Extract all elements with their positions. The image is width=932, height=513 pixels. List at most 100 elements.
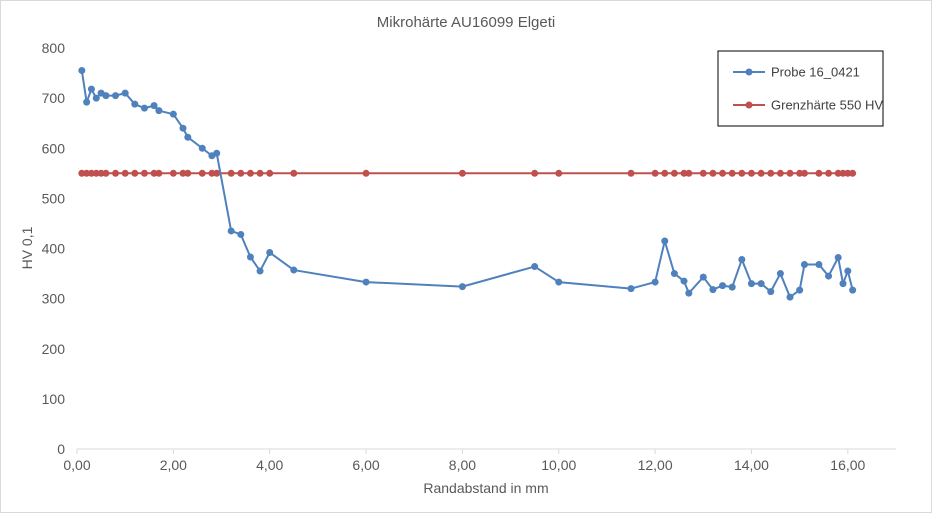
data-point-probe xyxy=(651,278,659,286)
data-point-grenzhaerte xyxy=(131,169,139,177)
data-point-grenzhaerte xyxy=(150,169,158,177)
data-point-probe xyxy=(767,288,775,296)
data-point-probe xyxy=(815,261,823,269)
legend-label-probe: Probe 16_0421 xyxy=(771,65,860,80)
data-point-probe xyxy=(184,133,192,141)
data-point-probe xyxy=(670,270,678,278)
data-point-grenzhaerte xyxy=(685,169,693,177)
data-point-probe xyxy=(83,98,91,106)
data-point-probe xyxy=(738,256,746,264)
y-tick-label: 700 xyxy=(42,90,66,106)
data-point-probe xyxy=(155,107,163,115)
y-tick-label: 300 xyxy=(42,291,66,307)
data-point-grenzhaerte xyxy=(87,169,95,177)
data-point-grenzhaerte xyxy=(198,169,206,177)
data-point-probe xyxy=(757,280,765,288)
data-point-probe xyxy=(680,277,688,285)
data-point-probe xyxy=(825,272,833,280)
data-point-probe xyxy=(140,104,148,112)
data-point-probe xyxy=(112,92,120,100)
data-point-probe xyxy=(150,102,158,110)
legend-item-probe: Probe 16_0421 xyxy=(733,65,860,80)
data-point-grenzhaerte xyxy=(102,169,110,177)
x-tick-label: 10,00 xyxy=(541,457,576,473)
data-point-grenzhaerte xyxy=(290,169,298,177)
data-point-grenzhaerte xyxy=(786,169,794,177)
data-point-probe xyxy=(237,230,245,238)
data-point-probe xyxy=(131,100,139,108)
data-point-grenzhaerte xyxy=(246,169,254,177)
data-point-grenzhaerte xyxy=(796,169,804,177)
x-tick-label: 6,00 xyxy=(352,457,379,473)
data-point-probe xyxy=(179,124,187,132)
data-point-grenzhaerte xyxy=(184,169,192,177)
data-point-grenzhaerte xyxy=(169,169,177,177)
data-point-grenzhaerte xyxy=(362,169,370,177)
data-point-grenzhaerte xyxy=(849,169,857,177)
data-point-grenzhaerte xyxy=(719,169,727,177)
data-point-probe xyxy=(531,263,539,271)
data-point-grenzhaerte xyxy=(776,169,784,177)
x-tick-label: 4,00 xyxy=(256,457,283,473)
data-point-grenzhaerte xyxy=(839,169,847,177)
data-point-grenzhaerte xyxy=(140,169,148,177)
y-tick-label: 500 xyxy=(42,190,66,206)
legend-label-grenzhaerte: Grenzhärte 550 HV xyxy=(771,98,883,113)
data-point-grenzhaerte xyxy=(747,169,755,177)
data-point-grenzhaerte xyxy=(699,169,707,177)
y-tick-label: 200 xyxy=(42,341,66,357)
data-point-probe xyxy=(661,237,669,245)
series-line-probe xyxy=(80,70,854,299)
legend: Probe 16_0421 Grenzhärte 550 HV xyxy=(717,50,884,127)
data-point-probe xyxy=(266,249,274,257)
x-tick-label: 14,00 xyxy=(734,457,769,473)
data-point-probe xyxy=(102,92,110,100)
data-point-probe xyxy=(92,94,100,102)
data-point-grenzhaerte xyxy=(709,169,717,177)
data-point-probe xyxy=(849,286,857,294)
data-point-probe xyxy=(87,85,95,93)
data-point-probe xyxy=(719,282,727,290)
data-point-grenzhaerte xyxy=(661,169,669,177)
data-point-grenzhaerte xyxy=(651,169,659,177)
data-point-probe xyxy=(169,110,177,118)
data-point-grenzhaerte xyxy=(213,169,221,177)
data-point-grenzhaerte xyxy=(680,169,688,177)
data-point-probe xyxy=(246,253,254,261)
data-point-grenzhaerte xyxy=(227,169,235,177)
data-point-probe xyxy=(839,280,847,288)
legend-item-grenzhaerte: Grenzhärte 550 HV xyxy=(733,98,883,113)
x-axis-title: Randabstand in mm xyxy=(423,480,548,496)
data-point-probe xyxy=(728,283,736,291)
data-point-grenzhaerte xyxy=(112,169,120,177)
data-point-grenzhaerte xyxy=(458,169,466,177)
data-point-grenzhaerte xyxy=(83,169,91,177)
data-point-grenzhaerte xyxy=(844,169,852,177)
data-point-grenzhaerte xyxy=(121,169,129,177)
data-point-probe xyxy=(844,267,852,275)
legend-marker-grenzhaerte xyxy=(745,101,753,109)
legend-box xyxy=(717,50,884,127)
data-point-grenzhaerte xyxy=(815,169,823,177)
x-tick-label: 8,00 xyxy=(449,457,476,473)
data-point-probe xyxy=(362,278,370,286)
data-point-grenzhaerte xyxy=(78,169,86,177)
data-point-probe xyxy=(800,261,808,269)
data-point-probe xyxy=(227,227,235,235)
data-point-grenzhaerte xyxy=(670,169,678,177)
data-point-probe xyxy=(786,293,794,301)
y-tick-label: 600 xyxy=(42,140,66,156)
data-point-probe xyxy=(78,67,86,75)
data-point-grenzhaerte xyxy=(825,169,833,177)
plot-area: 0 100 200 300 400 500 600 700 800 0,00 2,00 4,00 6,0… xyxy=(42,40,896,473)
data-point-probe xyxy=(796,286,804,294)
y-axis-title: HV 0,1 xyxy=(19,226,35,269)
x-tick-label: 12,00 xyxy=(638,457,673,473)
data-point-probe xyxy=(555,278,563,286)
data-point-probe xyxy=(685,289,693,297)
data-point-probe xyxy=(747,280,755,288)
y-tick-label: 800 xyxy=(42,40,66,56)
data-point-probe xyxy=(709,286,717,294)
